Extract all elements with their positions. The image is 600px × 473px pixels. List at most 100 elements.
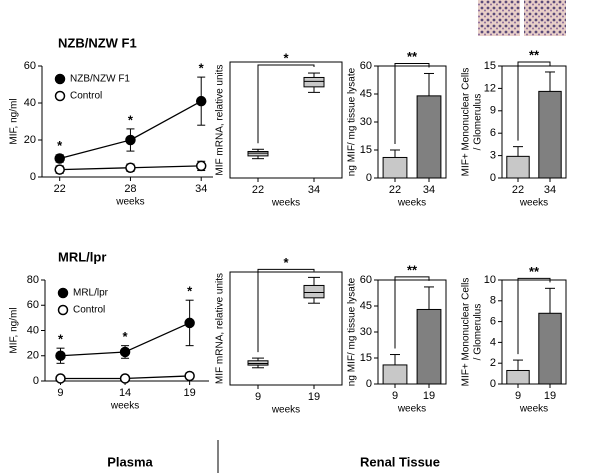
significance-bracket — [394, 276, 430, 349]
y-tick-label: 3 — [490, 150, 496, 162]
box — [247, 360, 269, 366]
y-tick-label: 9 — [490, 105, 496, 117]
significance-bracket — [517, 61, 551, 141]
panel-title: NZB/NZW F1 — [58, 35, 137, 50]
x-tick-label: 22 — [389, 184, 401, 196]
data-point — [125, 134, 136, 146]
y-tick-label: 40 — [24, 97, 36, 109]
bar — [506, 369, 530, 385]
x-tick-label: 34 — [195, 183, 207, 195]
plot-frame — [501, 279, 567, 385]
data-point — [195, 160, 207, 172]
footer-label: Renal Tissue — [360, 454, 440, 469]
y-tick-label: 45 — [360, 88, 372, 100]
y-tick-label: 60 — [360, 60, 372, 72]
significance-label: ** — [529, 47, 540, 62]
significance-label: * — [123, 329, 129, 344]
x-axis-label: weeks — [110, 401, 139, 412]
plot-frame — [229, 271, 343, 386]
x-axis-label: weeks — [271, 405, 300, 416]
significance-label: * — [283, 255, 289, 270]
bar — [506, 155, 530, 179]
legend-marker — [57, 304, 69, 316]
significance-label: ** — [407, 262, 418, 277]
bar — [382, 156, 408, 179]
bar — [382, 364, 408, 385]
x-tick-label: 34 — [423, 184, 435, 196]
y-tick-label: 0 — [30, 171, 36, 183]
significance-bracket — [257, 64, 315, 144]
x-tick-label: 22 — [512, 184, 524, 196]
legend-marker — [57, 287, 69, 299]
y-tick-label: 4 — [490, 336, 496, 348]
y-tick-label: 20 — [24, 134, 36, 146]
y-tick-label: 80 — [27, 274, 39, 286]
y-axis-label: ng MIF/ mg tissue lysate — [347, 277, 358, 386]
y-tick-label: 60 — [27, 299, 39, 311]
x-tick-label: 19 — [308, 391, 320, 403]
x-tick-label: 34 — [544, 184, 556, 196]
y-tick-label: 0 — [490, 378, 496, 390]
data-point — [55, 373, 66, 384]
y-tick-label: 0 — [490, 172, 496, 184]
x-tick-label: 19 — [423, 390, 435, 402]
y-tick-label: 30 — [360, 326, 372, 338]
y-axis-label: MIF, ng/ml — [9, 307, 20, 353]
legend-label: Control — [73, 305, 105, 316]
significance-label: * — [199, 61, 205, 76]
x-tick-label: 14 — [119, 387, 131, 399]
y-tick-label: 8 — [490, 295, 496, 307]
plot-frame — [229, 61, 343, 179]
data-point — [125, 162, 136, 173]
data-point — [195, 95, 207, 107]
legend-label: NZB/NZW F1 — [70, 74, 130, 85]
bar — [416, 95, 442, 179]
data-point — [54, 153, 65, 164]
y-axis-label: MIF+ Mononuclear Cells — [461, 278, 472, 387]
x-axis-label: weeks — [115, 197, 144, 208]
x-tick-label: 22 — [252, 184, 264, 196]
y-axis-label: MIF mRNA, relative units — [215, 273, 226, 384]
significance-label: * — [283, 50, 289, 65]
box — [303, 76, 325, 88]
micrograph — [478, 0, 520, 36]
y-tick-label: 6 — [490, 316, 496, 328]
x-tick-label: 9 — [57, 387, 63, 399]
x-tick-label: 9 — [255, 391, 261, 403]
x-tick-label: 9 — [392, 390, 398, 402]
y-tick-label: 15 — [360, 144, 372, 156]
y-tick-label: 30 — [360, 116, 372, 128]
footer-label: Plasma — [107, 454, 153, 469]
bar — [538, 90, 562, 179]
panel-title: MRL/lpr — [58, 249, 106, 264]
legend-marker — [54, 73, 66, 85]
data-point — [119, 346, 131, 358]
significance-bracket — [517, 277, 551, 355]
x-tick-label: 28 — [124, 183, 136, 195]
y-tick-label: 45 — [360, 300, 372, 312]
y-axis-label: MIF mRNA, relative units — [215, 64, 226, 175]
data-point — [184, 370, 195, 382]
data-point — [119, 373, 131, 384]
bar — [416, 308, 442, 385]
significance-label: * — [187, 284, 193, 299]
y-tick-label: 0 — [366, 172, 372, 184]
y-axis-label: / Glomerulus — [473, 94, 484, 151]
y-tick-label: 0 — [33, 375, 39, 387]
data-point — [54, 164, 65, 175]
x-axis-label: weeks — [397, 404, 426, 415]
y-tick-label: 60 — [24, 60, 36, 72]
significance-label: ** — [407, 49, 418, 64]
plot-frame — [501, 65, 567, 179]
y-tick-label: 20 — [27, 350, 39, 362]
x-tick-label: 34 — [308, 184, 320, 196]
y-tick-label: 0 — [366, 378, 372, 390]
y-tick-label: 60 — [360, 274, 372, 286]
y-tick-label: 40 — [27, 324, 39, 336]
y-axis-label: MIF, ng/ml — [9, 98, 20, 144]
micrograph — [524, 0, 566, 36]
x-axis-label: weeks — [519, 404, 548, 415]
y-tick-label: 10 — [484, 274, 496, 286]
y-tick-label: 2 — [490, 357, 496, 369]
y-axis-label: / Glomerulus — [473, 304, 484, 361]
